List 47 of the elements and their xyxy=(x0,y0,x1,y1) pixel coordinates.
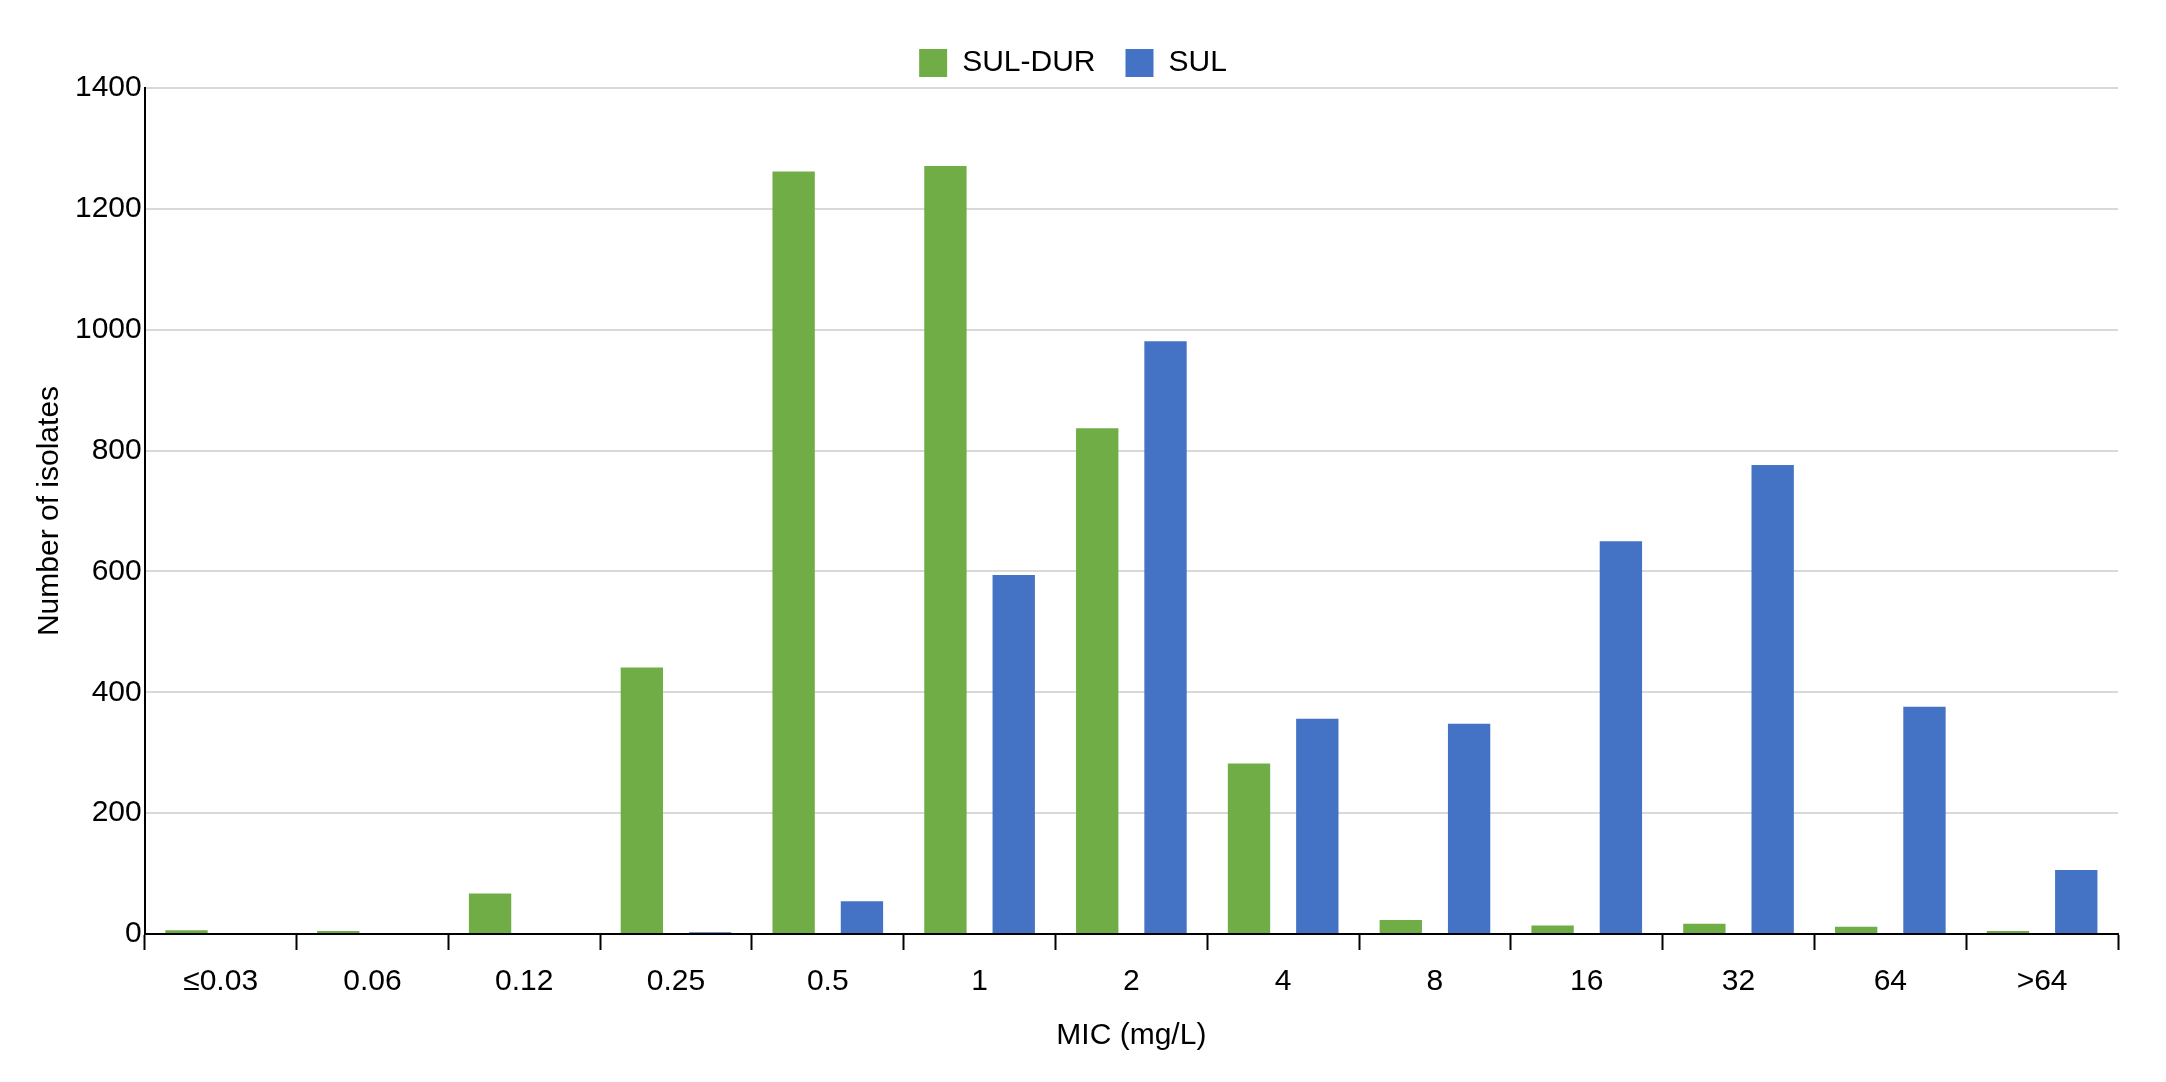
y-tick-label: 400 xyxy=(91,673,142,707)
bar xyxy=(468,893,512,933)
x-tick-label: 64 xyxy=(1873,963,1907,997)
x-tick-label: 0.12 xyxy=(495,963,554,997)
x-tick-label: 16 xyxy=(1570,963,1604,997)
bar xyxy=(1296,718,1339,933)
bar xyxy=(1447,723,1491,933)
y-tick-label: 800 xyxy=(91,431,142,465)
legend-label: SUL xyxy=(1168,44,1227,78)
x-tick-label: 1 xyxy=(971,963,988,997)
bar xyxy=(992,575,1035,933)
bar xyxy=(2055,869,2098,933)
bar xyxy=(772,171,815,933)
y-tick-label: 0 xyxy=(125,915,142,949)
bar xyxy=(1531,925,1574,933)
bar xyxy=(1834,926,1878,933)
bar xyxy=(1144,341,1187,933)
x-tick-label: 32 xyxy=(1721,963,1756,997)
bar xyxy=(1751,465,1794,933)
y-tick-label: 600 xyxy=(91,552,142,586)
bar xyxy=(840,901,884,933)
y-tick-label: 1200 xyxy=(74,190,142,224)
bar xyxy=(924,165,967,933)
x-tick-label: 0.25 xyxy=(646,963,706,997)
bar xyxy=(1903,706,1946,933)
y-tick-label: 200 xyxy=(91,794,142,828)
y-axis-title: Number of isolates xyxy=(31,385,65,637)
x-axis-title: MIC (mg/L) xyxy=(1056,1017,1207,1051)
x-tick-label: 4 xyxy=(1274,963,1292,997)
bar xyxy=(1227,763,1271,933)
x-tick-label: 8 xyxy=(1426,963,1444,997)
x-tick-label: 2 xyxy=(1123,963,1140,997)
bar xyxy=(1379,920,1422,933)
bar xyxy=(1683,923,1726,933)
x-tick-label: ≤0.03 xyxy=(183,963,259,997)
bar xyxy=(1076,428,1119,933)
x-tick-label: >64 xyxy=(2016,963,2068,997)
bar xyxy=(165,930,208,933)
bar xyxy=(1599,541,1643,933)
y-tick-label: 1400 xyxy=(74,69,142,103)
bar xyxy=(620,667,664,933)
bar xyxy=(317,930,360,933)
x-tick-label: 0.5 xyxy=(806,963,849,997)
x-tick-label: 0.06 xyxy=(343,963,402,997)
legend-label: SUL-DUR xyxy=(962,44,1096,78)
y-tick-label: 1000 xyxy=(74,310,142,344)
bar xyxy=(1986,930,2030,933)
